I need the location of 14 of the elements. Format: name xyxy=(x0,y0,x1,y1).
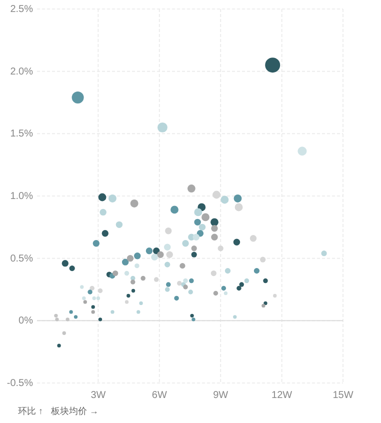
x-tick-label: 3W xyxy=(90,390,106,401)
x-tick-label: 15W xyxy=(332,390,354,401)
y-tick-label: 1.0% xyxy=(10,191,34,202)
x-tick-label: 12W xyxy=(272,390,293,401)
x-axis-title: 板块均价 → xyxy=(50,406,99,416)
y-tick-label: 2.0% xyxy=(10,66,34,78)
y-tick-label: 2.5% xyxy=(10,4,34,15)
y-tick-label: 0.5% xyxy=(10,253,34,264)
y-tick-label: 1.5% xyxy=(10,128,34,140)
x-tick-label: 9W xyxy=(213,390,229,401)
y-axis-title: 环比 ↑ xyxy=(18,406,44,416)
y-tick-label: -0.5% xyxy=(6,378,34,389)
x-tick-label: 6W xyxy=(152,390,168,401)
y-tick-label: 0% xyxy=(18,316,34,327)
